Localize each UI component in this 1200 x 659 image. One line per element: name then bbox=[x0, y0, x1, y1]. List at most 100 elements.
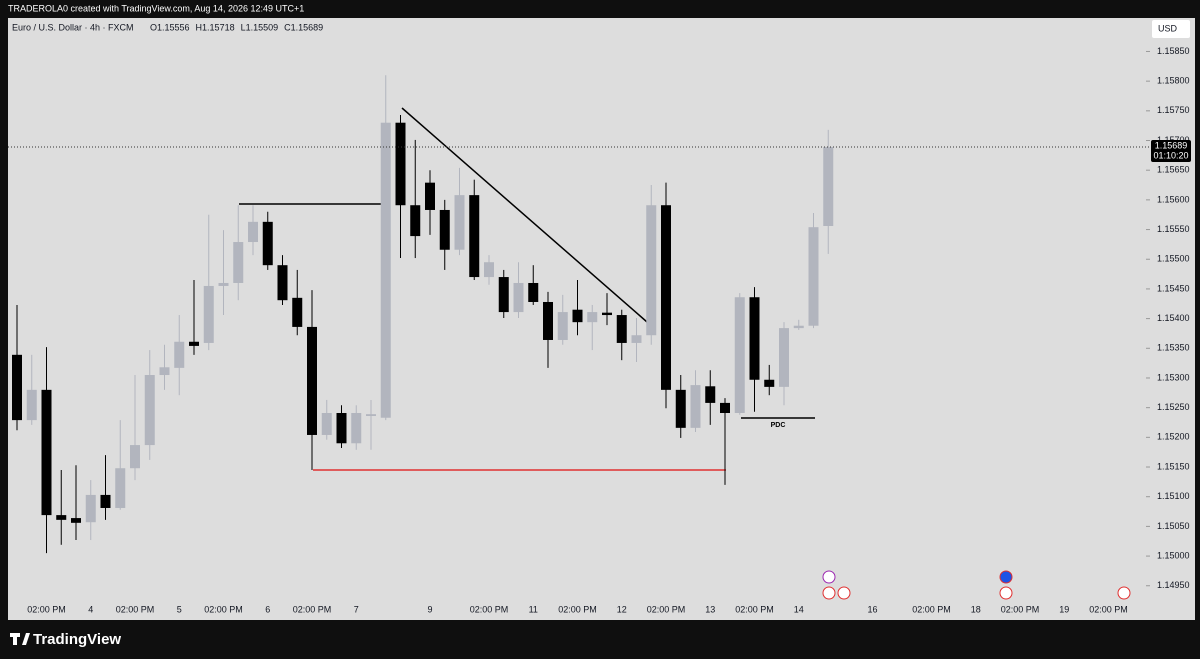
candle-body bbox=[808, 227, 819, 326]
candle-body bbox=[749, 297, 760, 380]
x-tick-label: 4 bbox=[88, 604, 93, 614]
pdc-label: PDC bbox=[771, 422, 786, 429]
x-tick-label: 02:00 PM bbox=[470, 604, 509, 614]
candle-body bbox=[602, 312, 612, 316]
y-tick-label: 1.15450 bbox=[1157, 283, 1190, 293]
x-tick-label: 02:00 PM bbox=[1001, 604, 1040, 614]
candle-body bbox=[12, 354, 22, 421]
y-tick-label: 1.15100 bbox=[1157, 491, 1190, 501]
x-tick-label: 7 bbox=[354, 604, 359, 614]
candle-body bbox=[85, 494, 96, 523]
candle-body bbox=[661, 205, 671, 390]
candle-body bbox=[292, 297, 303, 327]
x-tick-label: 02:00 PM bbox=[735, 604, 774, 614]
ohlc-label: L1.15509 bbox=[241, 22, 279, 32]
candle-body bbox=[351, 412, 362, 444]
candle-body bbox=[646, 205, 657, 336]
candle-body bbox=[174, 341, 185, 368]
header-text: TRADEROLA0 created with TradingView.com,… bbox=[8, 3, 304, 13]
candle-body bbox=[705, 386, 716, 403]
event-icon[interactable] bbox=[999, 586, 1013, 600]
y-tick-label: 1.15550 bbox=[1157, 224, 1190, 234]
candle-body bbox=[144, 375, 155, 446]
brand-name: TradingView bbox=[33, 631, 121, 648]
y-tick-label: 1.15000 bbox=[1157, 550, 1190, 560]
candle-body bbox=[336, 412, 347, 444]
x-tick-label: 02:00 PM bbox=[293, 604, 332, 614]
y-tick-label: 1.15200 bbox=[1157, 432, 1190, 442]
candle-body bbox=[528, 282, 539, 302]
candle-body bbox=[587, 312, 598, 323]
y-tick-label: 1.15500 bbox=[1157, 254, 1190, 264]
candle-body bbox=[557, 312, 568, 340]
x-tick-label: 14 bbox=[794, 604, 804, 614]
candle-body bbox=[498, 277, 509, 313]
y-tick-label: 1.15050 bbox=[1157, 521, 1190, 531]
countdown-label: 01:10:20 bbox=[1153, 150, 1188, 160]
candle-body bbox=[675, 389, 686, 428]
candle-body bbox=[823, 147, 834, 226]
candle-body bbox=[100, 494, 111, 508]
candle-body bbox=[307, 326, 317, 435]
x-tick-label: 02:00 PM bbox=[204, 604, 243, 614]
y-tick-label: 1.15800 bbox=[1157, 76, 1190, 86]
brand-logo: TradingView bbox=[10, 631, 121, 648]
candle-body bbox=[631, 335, 642, 343]
x-tick-label: 19 bbox=[1059, 604, 1069, 614]
candle-body bbox=[218, 282, 229, 286]
x-tick-label: 13 bbox=[705, 604, 715, 614]
candle-body bbox=[277, 265, 288, 301]
x-tick-label: 02:00 PM bbox=[912, 604, 951, 614]
candle-body bbox=[690, 385, 701, 428]
currency-label: USD bbox=[1158, 23, 1178, 33]
x-tick-label: 9 bbox=[427, 604, 432, 614]
x-tick-label: 6 bbox=[265, 604, 270, 614]
x-tick-label: 02:00 PM bbox=[1089, 604, 1128, 614]
candle-body bbox=[616, 315, 627, 343]
x-tick-label: 02:00 PM bbox=[647, 604, 686, 614]
y-tick-label: 1.15750 bbox=[1157, 105, 1190, 115]
candle-body bbox=[262, 221, 273, 266]
y-tick-label: 1.15350 bbox=[1157, 343, 1190, 353]
candle-body bbox=[41, 389, 52, 516]
x-tick-label: 18 bbox=[971, 604, 981, 614]
candle-body bbox=[203, 285, 214, 343]
candle-body bbox=[159, 367, 170, 376]
y-tick-label: 1.15650 bbox=[1157, 165, 1190, 175]
candle-body bbox=[130, 445, 140, 469]
last-price-box bbox=[1151, 140, 1191, 163]
last-price-label: 1.15689 bbox=[1155, 140, 1188, 150]
candle-body bbox=[469, 195, 480, 278]
x-tick-label: 12 bbox=[617, 604, 627, 614]
chart-title: Euro / U.S. Dollar · 4h · FXCM bbox=[12, 22, 134, 32]
y-tick-label: 1.15600 bbox=[1157, 194, 1190, 204]
event-icon[interactable] bbox=[822, 586, 836, 600]
candle-body bbox=[395, 122, 406, 206]
candle-body bbox=[779, 328, 789, 387]
logo-mark bbox=[10, 633, 30, 645]
event-icon[interactable] bbox=[999, 570, 1013, 584]
trend-line bbox=[401, 107, 648, 323]
event-icon[interactable] bbox=[837, 586, 851, 600]
currency-box bbox=[1152, 20, 1190, 38]
event-icon[interactable] bbox=[1117, 586, 1131, 600]
candle-body bbox=[321, 412, 332, 435]
x-tick-label: 16 bbox=[867, 604, 877, 614]
x-tick-label: 02:00 PM bbox=[558, 604, 597, 614]
event-icon[interactable] bbox=[822, 570, 836, 584]
candle-body bbox=[366, 414, 376, 416]
candle-body bbox=[484, 262, 494, 278]
candle-body bbox=[720, 402, 730, 413]
candle-body bbox=[439, 209, 450, 250]
y-tick-label: 1.15850 bbox=[1157, 46, 1190, 56]
ohlc-label: H1.15718 bbox=[196, 22, 235, 32]
ohlc-label: O1.15556 bbox=[150, 22, 190, 32]
plot-background bbox=[8, 18, 1195, 620]
x-tick-label: 11 bbox=[529, 604, 538, 614]
candle-body bbox=[248, 221, 258, 243]
y-tick-label: 1.15250 bbox=[1157, 402, 1190, 412]
candle-body bbox=[572, 309, 583, 323]
y-tick-label: 1.15150 bbox=[1157, 461, 1190, 471]
